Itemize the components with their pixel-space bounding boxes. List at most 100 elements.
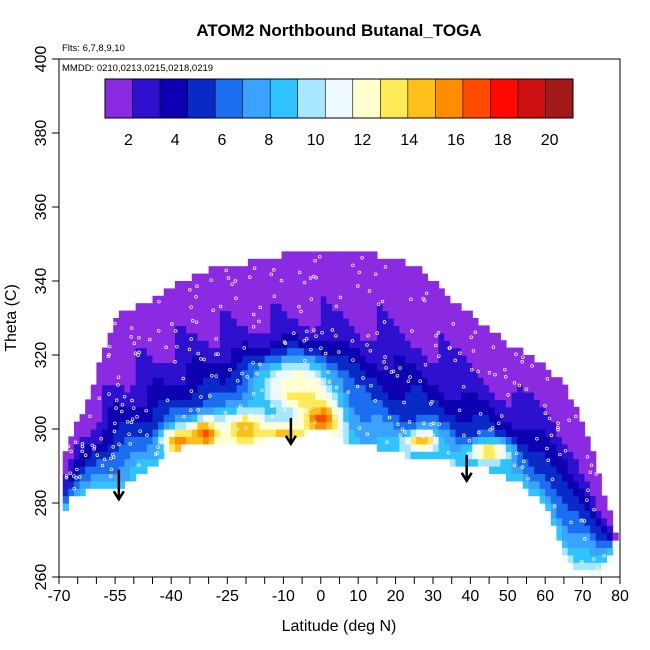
heatmap-cell: [303, 421, 311, 430]
heatmap-cell: [326, 406, 333, 415]
heatmap-cell: [461, 369, 468, 378]
heatmap-cell: [79, 451, 86, 460]
heatmap-cell: [427, 451, 434, 460]
sample-point: [436, 331, 441, 335]
heatmap-cell: [433, 406, 440, 415]
heatmap-cell: [174, 399, 182, 408]
heatmap-cell: [326, 258, 333, 267]
heatmap-cell: [404, 406, 412, 415]
heatmap-cell: [404, 303, 412, 312]
heatmap-cell: [186, 414, 193, 423]
heatmap-cell: [388, 399, 395, 408]
heatmap-cell: [225, 332, 232, 341]
heatmap-cell: [247, 258, 255, 267]
heatmap-cell: [236, 347, 243, 356]
heatmap-cell: [360, 369, 367, 378]
heatmap-cell: [102, 384, 109, 393]
heatmap-cell: [365, 369, 372, 378]
heatmap-cell: [85, 466, 92, 474]
heatmap-cell: [174, 325, 182, 334]
heatmap-cell: [169, 340, 176, 349]
heatmap-cell: [79, 458, 86, 467]
heatmap-cell: [332, 362, 339, 371]
sample-point: [517, 383, 522, 388]
sample-point: [592, 557, 596, 561]
heatmap-cell: [550, 503, 558, 511]
heatmap-cell: [113, 362, 120, 371]
heatmap-cell: [102, 421, 109, 430]
heatmap-cell: [522, 436, 529, 445]
heatmap-cell: [433, 436, 440, 445]
sample-point: [350, 339, 355, 343]
heatmap-cell: [489, 406, 496, 415]
heatmap-cell: [399, 392, 406, 400]
heatmap-cell: [208, 288, 215, 297]
heatmap-cell: [416, 436, 423, 445]
heatmap-cell: [348, 414, 356, 423]
heatmap-cell: [202, 340, 210, 349]
heatmap-cell: [505, 451, 513, 460]
heatmap-cell: [124, 332, 131, 341]
heatmap-cell: [365, 251, 372, 260]
heatmap-cell: [466, 451, 473, 460]
heatmap-cell: [337, 347, 344, 356]
heatmap-cell: [292, 258, 299, 267]
heatmap-cell: [309, 281, 316, 289]
heatmap-cell: [483, 399, 490, 408]
heatmap-cell: [118, 392, 126, 400]
heatmap-cell: [186, 421, 193, 430]
heatmap-cell: [477, 347, 485, 356]
heatmap-cell: [253, 295, 260, 304]
heatmap-cell: [180, 362, 187, 371]
heatmap-cell: [186, 340, 193, 349]
heatmap-cell: [522, 421, 529, 430]
heatmap-cell: [90, 480, 97, 489]
heatmap-cell: [550, 443, 558, 452]
sample-point: [569, 520, 573, 525]
heatmap-cell: [438, 347, 445, 356]
heatmap-cell: [219, 384, 227, 393]
heatmap-cell: [421, 288, 428, 297]
heatmap-cell: [410, 273, 417, 282]
heatmap-cell: [169, 399, 176, 408]
heatmap-cell: [79, 480, 86, 489]
heatmap-cell: [483, 414, 490, 423]
heatmap-cell: [461, 340, 468, 349]
heatmap-cell: [562, 414, 569, 423]
dates-note: MMDD: 0210,0213,0215,0218,0219: [62, 63, 213, 74]
heatmap-cell: [253, 362, 260, 371]
heatmap-cell: [505, 355, 513, 363]
heatmap-cell: [242, 340, 249, 349]
heatmap-cell: [393, 325, 400, 334]
heatmap-cell: [399, 318, 406, 326]
heatmap-cell: [315, 369, 322, 378]
heatmap-cell: [253, 436, 260, 445]
heatmap-cell: [438, 406, 445, 415]
sample-point: [327, 380, 332, 384]
heatmap-cell: [505, 362, 513, 371]
heatmap-cell: [287, 258, 294, 267]
heatmap-cell: [337, 251, 344, 260]
heatmap-cell: [191, 332, 198, 341]
heatmap-cell: [73, 488, 81, 497]
heatmap-cell: [584, 473, 591, 482]
sample-point: [120, 409, 124, 414]
heatmap-cell: [477, 355, 485, 363]
heatmap-cell: [163, 347, 170, 356]
heatmap-cell: [550, 406, 558, 415]
heatmap-cell: [275, 429, 283, 437]
heatmap-cell: [236, 281, 243, 289]
sample-point: [235, 379, 240, 383]
sample-point: [214, 336, 219, 341]
sample-point: [249, 413, 253, 417]
x-tick-label: 70: [574, 588, 592, 605]
heatmap-cell: [118, 318, 126, 326]
heatmap-cell: [489, 443, 496, 452]
heatmap-cell: [113, 458, 120, 467]
heatmap-cell: [404, 451, 412, 460]
heatmap-cell: [287, 273, 294, 282]
heatmap-cell: [158, 332, 165, 341]
heatmap-cell: [376, 362, 384, 371]
y-tick-label: 360: [33, 194, 50, 221]
heatmap-cell: [73, 466, 81, 474]
